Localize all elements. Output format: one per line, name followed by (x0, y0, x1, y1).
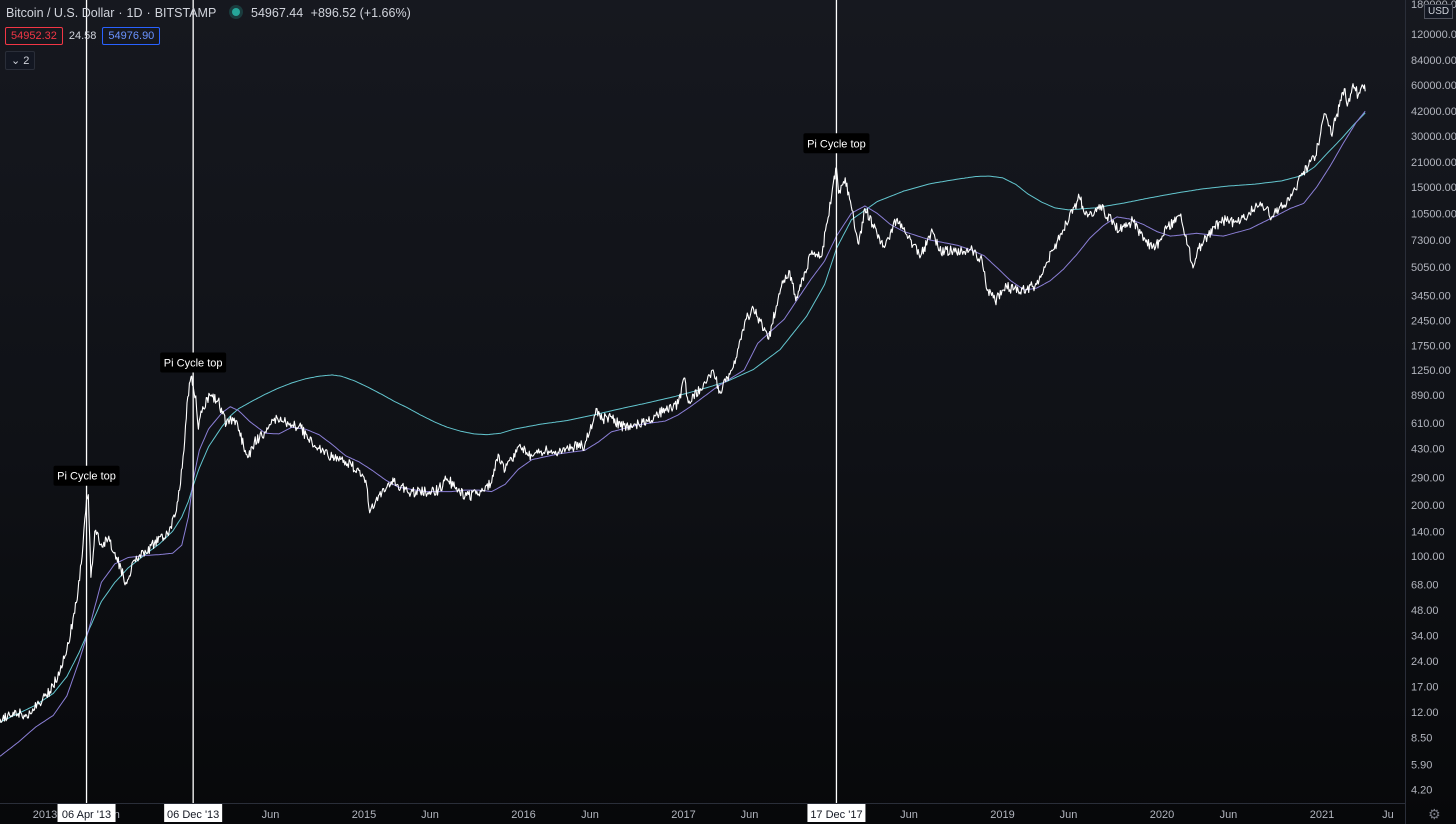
annotation-label: Pi Cycle top (164, 357, 223, 369)
x-tick-label: 2015 (352, 809, 376, 821)
annotation-box (53, 465, 120, 486)
y-tick-label: 140.00 (1411, 526, 1445, 538)
y-tick-label: 48.00 (1411, 605, 1439, 617)
ma2-value: 54976.90 (102, 27, 161, 45)
chart-legend-header: Bitcoin / U.S. Dollar · 1D · BITSTAMP 54967.… (6, 6, 411, 20)
indicator-values: 54952.32 24.58 54976.90 (5, 27, 161, 45)
y-tick-label: 1250.00 (1411, 365, 1451, 377)
y-tick-label: 120000.00 (1411, 29, 1456, 41)
x-tick-label: 2020 (1150, 809, 1174, 821)
y-tick-label: 84000.00 (1411, 55, 1456, 67)
y-tick-label: 200.00 (1411, 500, 1445, 512)
x-tick-label: 2016 (511, 809, 535, 821)
x-tick-label: Jun (1060, 809, 1078, 821)
currency-label[interactable]: USD (1424, 4, 1454, 19)
y-tick-label: 60000.00 (1411, 80, 1456, 92)
y-tick-label: 12.00 (1411, 707, 1439, 719)
y-tick-label: 100.00 (1411, 551, 1445, 563)
series-line-ma-111 (0, 110, 1366, 757)
y-tick-label: 430.00 (1411, 444, 1445, 456)
series-line-ma-350x2 (0, 112, 1366, 723)
price-axis-border (1405, 0, 1406, 824)
y-tick-label: 5.90 (1411, 760, 1432, 772)
ma-difference: 24.58 (68, 30, 97, 42)
x-tick-label: Jun (421, 809, 439, 821)
marker-date-box (57, 804, 116, 822)
price-change: +896.52 (+1.66%) (310, 6, 411, 20)
y-tick-label: 5050.00 (1411, 262, 1451, 274)
y-tick-label: 10500.00 (1411, 208, 1456, 220)
y-tick-label: 34.00 (1411, 631, 1439, 643)
marker-date-label: 06 Dec '13 (167, 809, 219, 821)
indicators-collapse-button[interactable]: ⌄ 2 (5, 51, 36, 70)
marker-date-box (164, 804, 223, 822)
annotation-label: Pi Cycle top (807, 138, 866, 150)
time-axis-border (0, 803, 1405, 804)
gear-icon[interactable]: ⚙ (1428, 806, 1441, 822)
last-price: 54967.44 (251, 6, 304, 20)
y-tick-label: 30000.00 (1411, 131, 1456, 143)
exchange-label: BITSTAMP (154, 6, 217, 20)
series-line-price (0, 83, 1366, 723)
y-tick-label: 2450.00 (1411, 315, 1451, 327)
y-tick-label: 17.00 (1411, 682, 1439, 694)
x-tick-label: 2013 (33, 809, 57, 821)
x-tick-label: Jun (262, 809, 280, 821)
marker-date-label: 17 Dec '17 (810, 809, 862, 821)
x-tick-label: 2017 (671, 809, 695, 821)
indicator-count: 2 (23, 55, 30, 67)
y-tick-label: 1750.00 (1411, 340, 1451, 352)
ma1-value: 54952.32 (5, 27, 63, 45)
symbol-name[interactable]: Bitcoin / U.S. Dollar (6, 6, 115, 20)
y-tick-label: 4.20 (1411, 785, 1432, 797)
x-tick-label: Jun (900, 809, 918, 821)
y-tick-label: 890.00 (1411, 390, 1445, 402)
annotation-label: Pi Cycle top (57, 471, 116, 483)
y-tick-label: 8.50 (1411, 733, 1432, 745)
x-tick-label: Jun (741, 809, 759, 821)
y-tick-label: 3450.00 (1411, 290, 1451, 302)
marker-date-label: 06 Apr '13 (62, 809, 111, 821)
y-tick-label: 7300.00 (1411, 235, 1451, 247)
interval-label[interactable]: 1D (126, 6, 143, 20)
x-tick-label: Jun (1220, 809, 1238, 821)
x-tick-label: Jun (581, 809, 599, 821)
x-tick-label: Ju (1382, 809, 1394, 821)
annotation-box (803, 133, 870, 154)
x-tick-label: 2021 (1310, 809, 1334, 821)
y-tick-label: 42000.00 (1411, 106, 1456, 118)
annotation-box (160, 352, 227, 373)
y-tick-label: 15000.00 (1411, 182, 1456, 194)
y-tick-label: 21000.00 (1411, 157, 1456, 169)
y-tick-label: 24.00 (1411, 656, 1439, 668)
y-tick-label: 610.00 (1411, 418, 1445, 430)
chevron-down-icon: ⌄ (11, 55, 21, 67)
market-status-icon (231, 8, 240, 16)
y-tick-label: 68.00 (1411, 579, 1439, 591)
marker-date-box (807, 804, 866, 822)
x-tick-label: 2019 (990, 809, 1014, 821)
y-tick-label: 290.00 (1411, 473, 1445, 485)
